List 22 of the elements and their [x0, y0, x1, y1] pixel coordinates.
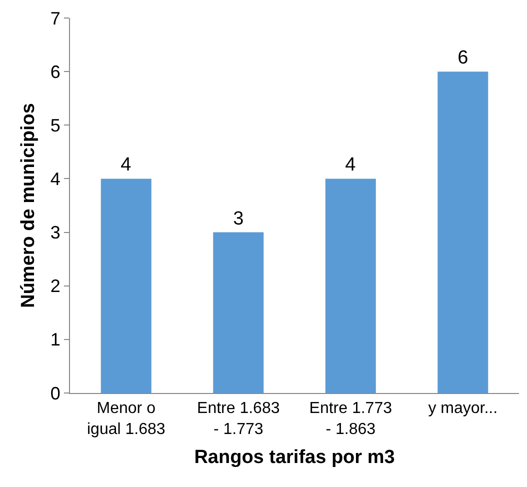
- y-tick-label: 1: [50, 330, 60, 350]
- data-label: 4: [345, 154, 356, 176]
- y-tick-label: 5: [50, 115, 60, 136]
- y-tick-label: 0: [50, 383, 60, 404]
- x-tick-label: Entre 1.773 - 1.863: [309, 400, 392, 438]
- bar: [438, 72, 488, 393]
- y-tick-label: 6: [50, 62, 60, 82]
- x-tick-label: y mayor...: [428, 400, 498, 418]
- y-tick-label: 4: [50, 169, 60, 190]
- y-tick-label: 2: [50, 276, 60, 296]
- y-axis-title: Número de municipios: [18, 103, 40, 308]
- x-tick-label: Menor o igual 1.683: [86, 400, 166, 438]
- data-label: 6: [458, 48, 468, 69]
- y-tick-label: 7: [50, 8, 60, 28]
- x-axis-title: Rangos tarifas por m3: [194, 446, 395, 468]
- bar: [213, 232, 264, 393]
- bar: [100, 178, 152, 393]
- y-tick-label: 3: [50, 222, 60, 243]
- data-label: 3: [233, 208, 244, 230]
- data-label: 4: [120, 154, 132, 176]
- bar: [325, 178, 376, 393]
- x-tick-label: Entre 1.683 - 1.773: [197, 400, 280, 438]
